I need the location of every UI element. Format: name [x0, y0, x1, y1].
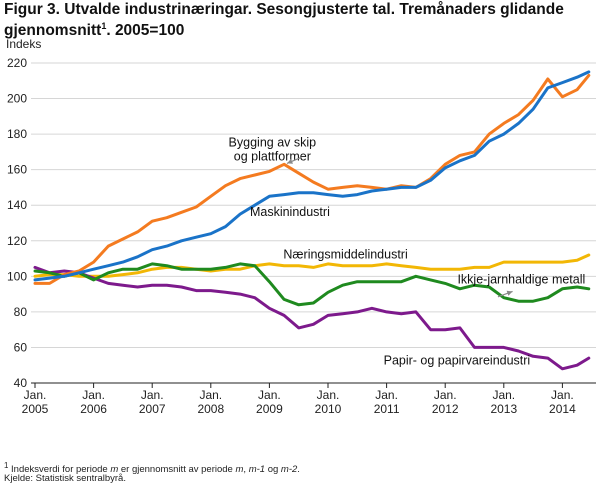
- footnote-marker: 1: [4, 461, 9, 470]
- footnote: 1 Indeksverdi for periode m er gjennomsn…: [4, 461, 300, 475]
- x-tick-label-month: Jan.: [141, 388, 164, 402]
- x-tick-label-month: Jan.: [551, 388, 574, 402]
- y-tick-label: 160: [7, 163, 27, 177]
- footnote-text-5: .: [297, 464, 300, 476]
- gridlines: [31, 62, 596, 348]
- annotation: Papir- og papirvareindustri: [384, 353, 531, 367]
- annotation-arrowhead: [287, 158, 293, 164]
- title-footnote-marker: 1: [101, 21, 107, 31]
- x-tick-label-year: 2008: [197, 402, 224, 416]
- chart-title: Figur 3. Utvalde industrinæringar. Seson…: [4, 1, 604, 39]
- annotation-label: Ikkje-jarnhaldige metall: [457, 272, 585, 286]
- y-tick-label: 220: [7, 56, 27, 70]
- series-line-ikkje-jarnhaldige-metall: [33, 262, 591, 307]
- x-tick-label-month: Jan.: [258, 388, 281, 402]
- x-tick-label-year: 2009: [256, 402, 283, 416]
- x-tick-label-year: 2011: [374, 402, 400, 416]
- axes: Indeks406080100120140160180200220Jan.200…: [6, 37, 596, 416]
- x-tick-label-month: Jan.: [375, 388, 398, 402]
- series-line-maskinindustri: [33, 70, 591, 282]
- y-axis-label: Indeks: [6, 37, 41, 51]
- source-note: Kjelde: Statistisk sentralbyrå.: [4, 473, 126, 484]
- y-tick-label: 120: [7, 234, 27, 248]
- x-tick-label-month: Jan.: [434, 388, 457, 402]
- x-tick-label-month: Jan.: [492, 388, 515, 402]
- annotation-label: og plattformer: [234, 150, 311, 164]
- series-line-bygging-av-skip-og-plattformer: [33, 73, 591, 285]
- x-tick-label-month: Jan.: [199, 388, 222, 402]
- footnote-text-1: Indeksverdi for periode: [8, 464, 111, 476]
- annotation-arrowhead: [506, 290, 513, 296]
- x-tick-label-year: 2007: [139, 402, 166, 416]
- series-line-papir-og-papirvareindustri: [33, 265, 591, 371]
- y-tick-label: 40: [14, 376, 28, 390]
- footnote-term-1: m: [110, 464, 119, 476]
- annotation: Maskinindustri: [250, 205, 330, 219]
- annotation-label: Maskinindustri: [250, 205, 330, 219]
- footnote-term-3: m-1: [248, 464, 266, 476]
- x-tick-label-month: Jan.: [82, 388, 105, 402]
- y-tick-label: 140: [7, 198, 27, 212]
- y-tick-label: 100: [7, 269, 27, 283]
- y-tick-label: 200: [7, 92, 27, 106]
- x-tick-label-year: 2005: [22, 402, 49, 416]
- footnote-text-4: og: [265, 464, 281, 476]
- x-tick-label-year: 2013: [490, 402, 517, 416]
- x-tick-label-month: Jan.: [24, 388, 47, 402]
- annotation: Ikkje-jarnhaldige metall: [457, 272, 585, 298]
- y-tick-label: 180: [7, 127, 27, 141]
- annotation-label: Næringsmiddelindustri: [283, 248, 407, 262]
- x-tick-label-year: 2012: [432, 402, 459, 416]
- footnote-term-2: m: [235, 464, 244, 476]
- title-tail: . 2005=100: [106, 22, 185, 40]
- annotation-label: Papir- og papirvareindustri: [384, 353, 531, 367]
- x-tick-label-year: 2006: [80, 402, 107, 416]
- footnote-text-3: ,: [243, 464, 249, 476]
- footnote-term-4: m-2: [280, 464, 298, 476]
- series-line-n-ringsmiddelindustri: [33, 253, 591, 278]
- footnote-text-2: er gjennomsnitt av periode: [118, 464, 236, 476]
- x-tick-label-month: Jan.: [317, 388, 340, 402]
- y-tick-label: 80: [14, 305, 28, 319]
- annotation-label: Bygging av skip: [229, 136, 317, 150]
- x-tick-label-year: 2010: [315, 402, 342, 416]
- series-lines: [33, 70, 591, 371]
- x-tick-label-year: 2014: [549, 402, 576, 416]
- annotation: Næringsmiddelindustri: [283, 248, 407, 262]
- y-tick-label: 60: [14, 340, 28, 354]
- title-main: Figur 3. Utvalde industrinæringar. Seson…: [4, 1, 564, 40]
